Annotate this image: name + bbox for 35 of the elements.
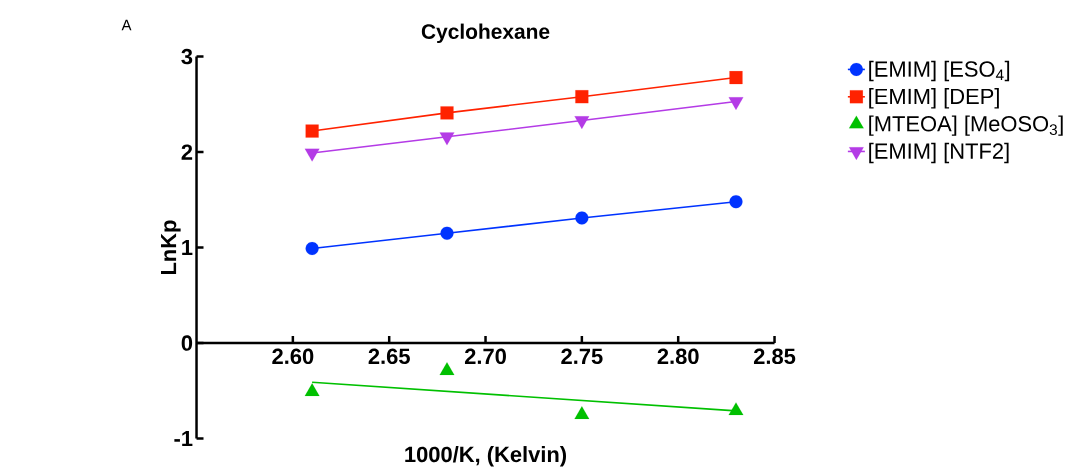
legend-label: [EMIM] [ESO$_{4}$] xyxy=(869,60,1010,82)
point xyxy=(575,211,589,225)
y-tick-label: 0 xyxy=(181,335,193,351)
point xyxy=(728,402,744,416)
y-tick-label: 2 xyxy=(181,144,193,160)
point xyxy=(439,362,455,376)
point xyxy=(575,90,589,104)
legend-label: [EMIM] [NTF2] xyxy=(869,142,1009,164)
chart-title: Cyclohexane xyxy=(421,23,550,44)
point xyxy=(305,241,319,256)
y-tick-label: 3 xyxy=(181,48,193,65)
point xyxy=(728,97,744,110)
point xyxy=(574,406,590,419)
x-tick-label: 2.80 xyxy=(657,348,699,365)
x-tick-label: 2.60 xyxy=(272,348,314,365)
point xyxy=(729,71,743,85)
x-tick-label: 2.65 xyxy=(368,348,410,365)
x-axis-title: 1000/K, (Kelvin) xyxy=(405,446,567,467)
point xyxy=(439,132,455,146)
point xyxy=(574,116,590,130)
x-tick-label: 2.85 xyxy=(753,348,796,365)
legend-label: [MTEOA] [MeOSO$_{3}$] xyxy=(869,115,1063,136)
y-tick-label: 1 xyxy=(182,240,193,256)
legend-label: [EMIM] [DEP] xyxy=(869,88,999,109)
x-tick-label: 2.75 xyxy=(561,348,603,365)
point xyxy=(729,195,743,209)
x-tick-label: 2.70 xyxy=(464,348,506,365)
y-tick-label: -1 xyxy=(174,431,193,447)
text: A xyxy=(121,19,132,31)
point xyxy=(440,106,454,120)
point xyxy=(305,124,319,138)
y-axis-title: LnKp xyxy=(161,220,181,275)
point xyxy=(440,226,454,240)
point xyxy=(304,148,320,162)
point xyxy=(304,383,320,397)
